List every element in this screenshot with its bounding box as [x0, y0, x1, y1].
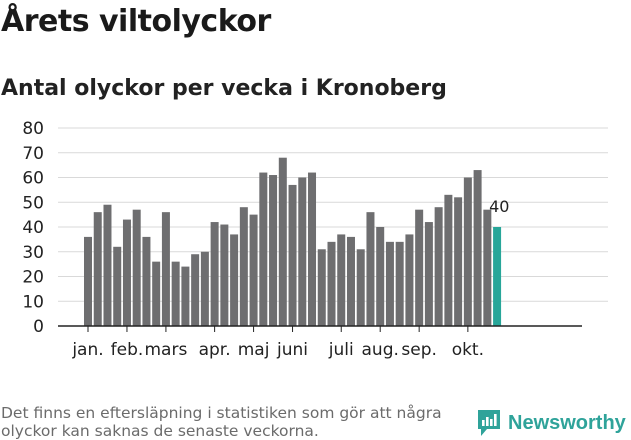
bar	[278, 157, 287, 326]
y-tick-label: 40	[22, 218, 44, 238]
bar	[152, 261, 161, 326]
bar	[103, 204, 112, 326]
y-tick-label: 20	[22, 268, 44, 288]
brand-name: Newsworthy	[508, 411, 626, 434]
y-tick-label: 0	[33, 317, 44, 337]
bar	[259, 172, 268, 326]
bar	[288, 184, 297, 326]
bar	[415, 209, 424, 326]
x-tick-label: feb.	[111, 340, 144, 360]
data-label: 40	[489, 197, 509, 216]
footnote: Det finns en eftersläpning i statistiken…	[1, 404, 442, 440]
bar	[424, 222, 433, 326]
bars	[84, 157, 502, 326]
bar	[483, 209, 492, 326]
bar	[93, 212, 102, 326]
x-tick-label: aug.	[362, 340, 399, 360]
bar	[239, 207, 248, 326]
bar	[220, 224, 229, 326]
bar	[385, 241, 394, 326]
bar	[356, 249, 365, 326]
x-tick-label: juli	[328, 340, 354, 360]
bar	[132, 209, 141, 326]
bar	[210, 222, 219, 326]
bar	[191, 254, 200, 326]
bar-chart: 0 10 20 30 40 50 60 70 80 jan. feb. mars apr. maj jun…	[22, 119, 608, 360]
x-tick-label: juni	[276, 340, 308, 360]
bar	[454, 197, 463, 326]
bar	[142, 236, 151, 326]
y-tick-label: 10	[22, 292, 44, 312]
x-tick-label: sep.	[401, 340, 437, 360]
bar	[161, 212, 170, 326]
newsworthy-icon	[478, 410, 500, 436]
bar	[327, 241, 336, 326]
y-tick-label: 30	[22, 243, 44, 263]
x-tick-label: apr.	[199, 340, 231, 360]
y-tick-label: 70	[22, 144, 44, 164]
x-tick-label: maj	[238, 340, 270, 360]
annotations: 40	[489, 197, 509, 216]
bar	[122, 219, 131, 326]
bar	[84, 236, 92, 326]
x-axis: jan. feb. mars apr. maj juni juli aug. sep. okt.	[58, 325, 582, 360]
bar	[308, 172, 317, 326]
bar	[200, 251, 209, 326]
y-tick-label: 60	[22, 169, 44, 189]
bar	[337, 234, 346, 326]
chart-subtitle: Antal olyckor per vecka i Kronoberg	[1, 76, 447, 101]
bar	[395, 241, 404, 326]
x-tick-label: mars	[145, 340, 188, 360]
bar	[249, 214, 258, 326]
y-tick-label: 80	[22, 119, 44, 139]
bar	[493, 227, 502, 326]
newsworthy-logo[interactable]: Newsworthy	[476, 406, 626, 440]
bar	[473, 170, 482, 326]
bar	[113, 246, 122, 326]
x-tick-label: jan.	[71, 340, 103, 360]
bar	[181, 266, 190, 326]
bar	[405, 234, 414, 326]
bar	[463, 177, 472, 326]
bar	[444, 194, 453, 326]
x-tick-label: okt.	[452, 340, 484, 360]
bar	[230, 234, 239, 326]
bar	[269, 175, 278, 326]
y-tick-label: 50	[22, 193, 44, 213]
bar	[298, 177, 307, 326]
y-axis-ticks: 0 10 20 30 40 50 60 70 80	[22, 119, 44, 337]
bar	[434, 207, 443, 326]
bar	[171, 261, 180, 326]
chart-title: Årets viltolyckor	[1, 4, 271, 39]
bar	[317, 249, 326, 326]
bar	[366, 212, 375, 326]
bar	[376, 227, 385, 326]
bar	[346, 236, 355, 326]
